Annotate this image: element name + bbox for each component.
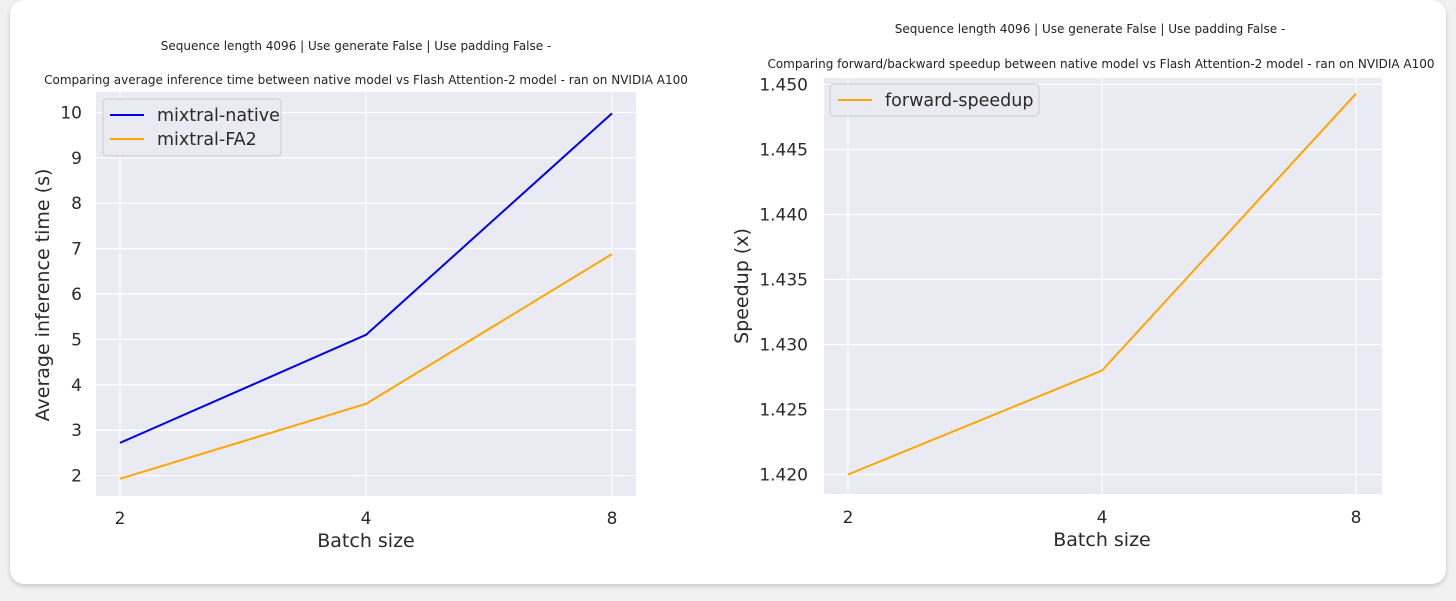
right-y-axis-label: Speedup (x) — [731, 228, 753, 344]
right-x-ticks: 2 4 8 — [843, 508, 1362, 528]
right-chart: Sequence length 4096 | Use generate Fals… — [731, 22, 1435, 551]
x-tick-label: 4 — [1097, 508, 1108, 528]
legend-label-forward-speedup: forward-speedup — [885, 91, 1033, 111]
right-chart-subtitle: Comparing forward/backward speedup betwe… — [767, 57, 1434, 71]
x-tick-label: 8 — [1351, 508, 1362, 528]
y-tick-label: 3 — [71, 421, 82, 441]
right-chart-title: Sequence length 4096 | Use generate Fals… — [895, 22, 1286, 36]
x-tick-label: 2 — [843, 508, 854, 528]
right-y-ticks: 1.420 1.425 1.430 1.435 1.440 1.445 1.450 — [759, 76, 808, 486]
y-tick-label: 6 — [71, 285, 82, 305]
y-tick-label: 4 — [71, 376, 82, 396]
x-tick-label: 2 — [115, 509, 126, 529]
left-chart-title: Sequence length 4096 | Use generate Fals… — [161, 39, 552, 53]
legend-label-mixtral-fa2: mixtral-FA2 — [157, 130, 257, 150]
y-tick-label: 7 — [71, 240, 82, 260]
left-y-ticks: 2 3 4 5 6 7 8 9 10 — [60, 103, 82, 486]
left-y-axis-label: Average inference time (s) — [32, 169, 54, 422]
right-legend-box — [829, 83, 1040, 117]
right-plot-area — [824, 78, 1382, 494]
left-chart: Sequence length 4096 | Use generate Fals… — [32, 39, 688, 552]
left-legend-box — [102, 98, 282, 157]
y-tick-label: 10 — [60, 103, 82, 123]
series-line-mixtral-native — [119, 112, 613, 444]
legend-label-mixtral-native: mixtral-native — [157, 106, 280, 126]
right-legend: forward-speedup — [829, 83, 1040, 117]
y-tick-label: 5 — [71, 330, 82, 350]
series-line-mixtral-fa2 — [119, 253, 613, 480]
series-line-forward-speedup — [847, 92, 1357, 476]
x-tick-label: 4 — [361, 509, 372, 529]
left-x-axis-label: Batch size — [317, 530, 415, 552]
y-tick-label: 1.445 — [759, 141, 808, 161]
right-series-lines — [847, 92, 1357, 476]
left-legend: mixtral-native mixtral-FA2 — [102, 98, 282, 157]
y-tick-label: 9 — [71, 149, 82, 169]
x-tick-label: 8 — [607, 509, 618, 529]
y-tick-label: 1.430 — [759, 336, 808, 356]
y-tick-label: 1.435 — [759, 271, 808, 291]
right-x-axis-label: Batch size — [1053, 529, 1151, 551]
y-tick-label: 1.450 — [759, 76, 808, 96]
y-tick-label: 1.425 — [759, 401, 808, 421]
y-tick-label: 2 — [71, 467, 82, 487]
y-tick-label: 1.440 — [759, 206, 808, 226]
left-grid — [96, 92, 636, 496]
left-x-ticks: 2 4 8 — [115, 509, 618, 529]
y-tick-label: 1.420 — [759, 466, 808, 486]
left-chart-subtitle: Comparing average inference time between… — [44, 73, 688, 87]
right-grid — [824, 78, 1382, 494]
y-tick-label: 8 — [71, 194, 82, 214]
left-series-lines — [119, 112, 613, 480]
